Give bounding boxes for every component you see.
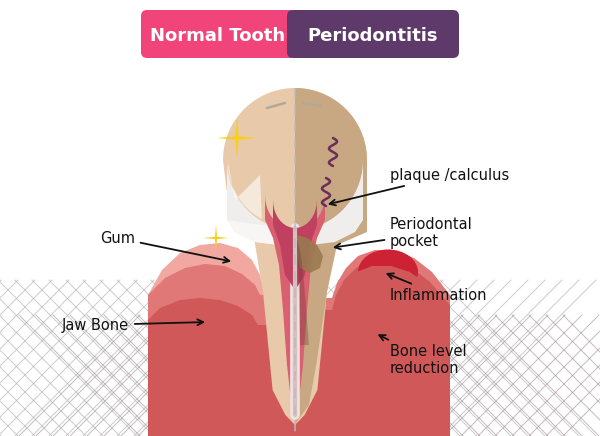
Text: Inflammation: Inflammation [388, 273, 487, 303]
Text: Periodontitis: Periodontitis [308, 27, 438, 45]
Text: plaque /calculus: plaque /calculus [329, 167, 509, 205]
Polygon shape [228, 162, 262, 219]
Polygon shape [217, 118, 257, 158]
Text: Bone level
reduction: Bone level reduction [379, 335, 467, 376]
Polygon shape [203, 225, 229, 251]
Text: Gum: Gum [100, 231, 229, 263]
Text: Jaw Bone: Jaw Bone [62, 317, 203, 333]
Polygon shape [297, 240, 309, 345]
Ellipse shape [358, 249, 418, 294]
Polygon shape [148, 278, 295, 436]
Polygon shape [295, 245, 450, 436]
Polygon shape [295, 266, 450, 436]
Polygon shape [148, 298, 295, 436]
FancyBboxPatch shape [141, 10, 296, 58]
Polygon shape [273, 200, 317, 290]
Polygon shape [295, 88, 367, 425]
Polygon shape [297, 235, 323, 273]
Polygon shape [295, 315, 450, 436]
Polygon shape [227, 160, 363, 247]
Polygon shape [265, 195, 325, 415]
Text: Periodontal
pocket: Periodontal pocket [335, 217, 473, 249]
Polygon shape [223, 88, 367, 425]
Polygon shape [227, 89, 295, 247]
Text: Normal Tooth: Normal Tooth [151, 27, 286, 45]
Polygon shape [295, 205, 450, 436]
Polygon shape [148, 205, 295, 436]
Polygon shape [148, 264, 295, 436]
FancyBboxPatch shape [287, 10, 459, 58]
